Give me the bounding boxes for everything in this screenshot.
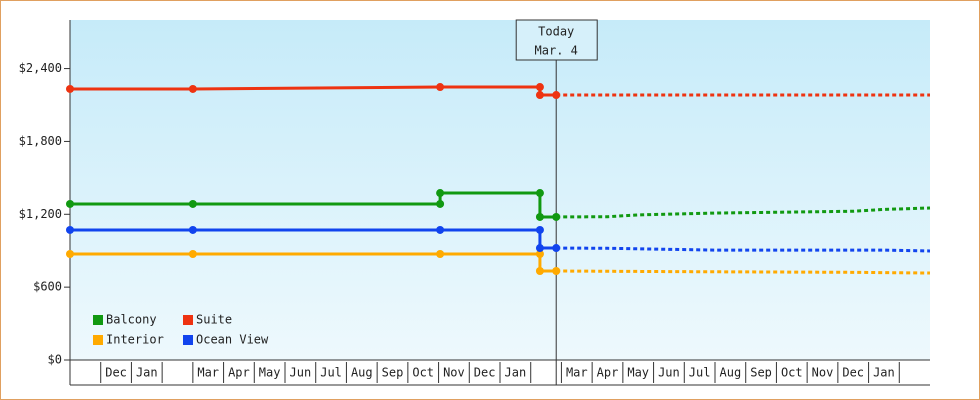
price-point	[535, 244, 544, 253]
today-label: Mar. 4	[535, 44, 578, 58]
legend-swatch	[93, 315, 103, 325]
price-point	[66, 249, 74, 258]
legend-swatch	[183, 315, 193, 325]
legend-label: Suite	[196, 313, 232, 327]
x-tick-label: Jun	[290, 366, 312, 380]
x-tick-label: Nov	[443, 366, 465, 380]
x-tick-label: May	[259, 366, 281, 380]
x-tick-label: Dec	[474, 366, 496, 380]
price-point	[535, 189, 544, 198]
price-point	[436, 83, 445, 92]
legend-label: Interior	[106, 333, 164, 347]
y-tick-label: $1,800	[19, 134, 62, 148]
x-tick-label: Sep	[750, 366, 772, 380]
x-tick-label: Jul	[320, 366, 342, 380]
x-tick-label: Aug	[720, 366, 742, 380]
x-tick-label: Oct	[412, 366, 434, 380]
x-tick-label: Sep	[382, 366, 404, 380]
x-tick-label: Jun	[658, 366, 680, 380]
forecast-line	[556, 246, 931, 253]
x-tick-label: Apr	[597, 366, 619, 380]
x-tick-label: Dec	[105, 366, 127, 380]
y-tick-label: $600	[33, 280, 62, 294]
price-point	[66, 225, 74, 234]
price-point	[436, 249, 445, 258]
legend-swatch	[93, 335, 103, 345]
today-box	[515, 19, 598, 61]
y-tick-label: $1,200	[19, 207, 62, 221]
legend-label: Balcony	[106, 313, 157, 327]
forecast-line	[556, 269, 931, 275]
legend-swatch	[183, 335, 193, 345]
forecast-line	[556, 206, 931, 219]
x-tick-label: Jan	[505, 366, 527, 380]
price-point	[188, 199, 197, 208]
price-point	[436, 225, 445, 234]
price-point	[188, 84, 197, 93]
x-tick-label: May	[627, 366, 649, 380]
x-tick-label: Apr	[228, 366, 250, 380]
price-point	[66, 84, 74, 93]
x-tick-label: Mar	[566, 366, 588, 380]
x-tick-label: Jul	[689, 366, 711, 380]
y-tick-label: $0	[48, 353, 62, 367]
price-point	[552, 244, 561, 253]
today-label: Today	[538, 25, 574, 39]
price-point	[552, 212, 561, 221]
price-point	[436, 199, 445, 208]
price-point	[552, 91, 561, 100]
price-point	[535, 91, 544, 100]
x-tick-label: Nov	[812, 366, 834, 380]
x-tick-label: Jan	[136, 366, 158, 380]
x-tick-label: Dec	[842, 366, 864, 380]
x-tick-label: Aug	[351, 366, 373, 380]
x-tick-label: Oct	[781, 366, 803, 380]
price-point	[436, 189, 445, 198]
x-tick-label: Mar	[197, 366, 219, 380]
price-point	[535, 212, 544, 221]
plot-area	[70, 20, 930, 360]
price-point	[66, 199, 74, 208]
price-point	[552, 266, 561, 275]
price-point	[535, 225, 544, 234]
y-tick-label: $2,400	[19, 61, 62, 75]
price-point	[188, 225, 197, 234]
price-point	[188, 249, 197, 258]
price-point	[535, 249, 544, 258]
x-tick-label: Jan	[873, 366, 895, 380]
price-point	[535, 266, 544, 275]
legend-label: Ocean View	[196, 333, 269, 347]
price-point	[535, 83, 544, 92]
